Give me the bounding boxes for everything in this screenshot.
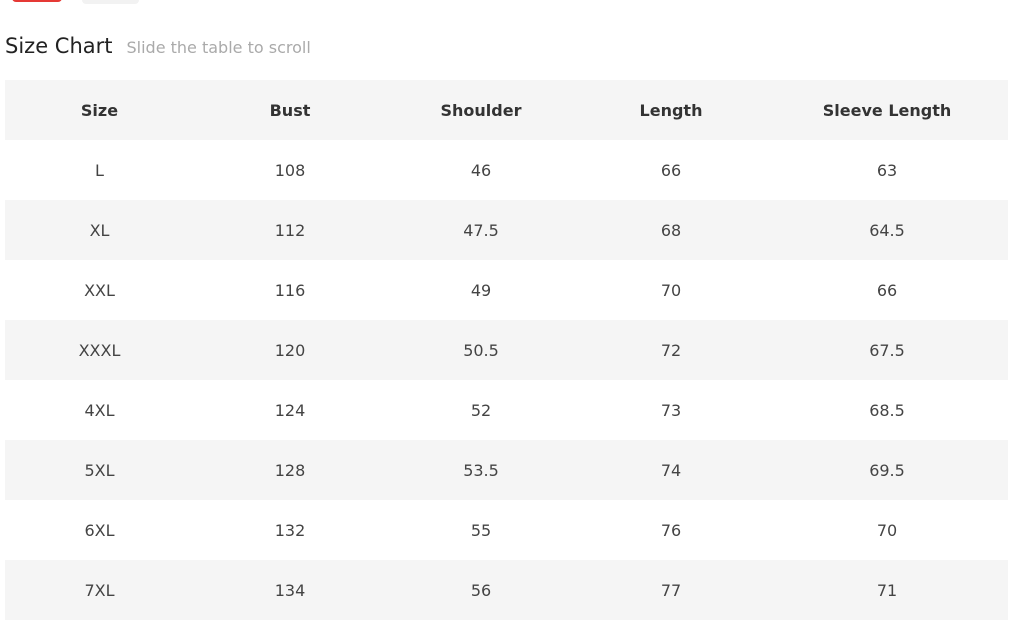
column-header: Shoulder	[440, 100, 522, 120]
table-cell: 74	[660, 460, 682, 480]
column-header: Sleeve Length	[822, 100, 952, 120]
table-cell: 73	[660, 400, 682, 420]
size-chart-table[interactable]: Size Bust Shoulder Length Sleeve Length L 108 4…	[5, 80, 1008, 620]
table-cell: 132	[274, 520, 306, 540]
table-row: 4XL 124 52 73 68.5	[5, 380, 1008, 440]
table-cell: L	[95, 160, 104, 180]
table-cell: 120	[274, 340, 306, 360]
table-cell: 128	[274, 460, 306, 480]
table-cell: 112	[274, 220, 306, 240]
table-row: 7XL 134 56 77 71	[5, 560, 1008, 620]
table-cell: 66	[876, 280, 898, 300]
table-cell: 66	[660, 160, 682, 180]
table-cell: 52	[470, 400, 492, 420]
table-cell: 55	[470, 520, 492, 540]
section-title: Size Chart	[5, 34, 113, 58]
table-cell: 7XL	[84, 580, 115, 600]
table-cell: 71	[876, 580, 898, 600]
table-header-row: Size Bust Shoulder Length Sleeve Length	[5, 80, 1008, 140]
table-row: 5XL 128 53.5 74 69.5	[5, 440, 1008, 500]
column-header: Size	[80, 100, 119, 120]
table-cell: 49	[470, 280, 492, 300]
size-chart-header: Size Chart Slide the table to scroll	[5, 34, 311, 58]
table-cell: 76	[660, 520, 682, 540]
table-cell: XXL	[84, 280, 115, 300]
table-cell: XXXL	[78, 340, 121, 360]
table-cell: 67.5	[869, 340, 905, 360]
table-cell: 56	[470, 580, 492, 600]
table-cell: 77	[660, 580, 682, 600]
table-row: XXXL 120 50.5 72 67.5	[5, 320, 1008, 380]
gray-button-partial[interactable]	[82, 0, 139, 4]
table-cell: 63	[876, 160, 898, 180]
table-cell: 46	[470, 160, 492, 180]
table-cell: 64.5	[869, 220, 905, 240]
table-cell: 124	[274, 400, 306, 420]
table-cell: 134	[274, 580, 306, 600]
table-cell: 72	[660, 340, 682, 360]
table-cell: 50.5	[463, 340, 499, 360]
table-cell: 47.5	[463, 220, 499, 240]
table-cell: 68	[660, 220, 682, 240]
red-button-partial[interactable]	[12, 0, 62, 2]
table-cell: 6XL	[84, 520, 115, 540]
table-row: XL 112 47.5 68 64.5	[5, 200, 1008, 260]
table-row: XXL 116 49 70 66	[5, 260, 1008, 320]
table-cell: 70	[876, 520, 898, 540]
table-cell: 70	[660, 280, 682, 300]
table-cell: 5XL	[84, 460, 115, 480]
column-header: Length	[639, 100, 703, 120]
table-cell: 68.5	[869, 400, 905, 420]
table-cell: XL	[89, 220, 110, 240]
table-cell: 53.5	[463, 460, 499, 480]
scroll-hint: Slide the table to scroll	[126, 38, 311, 57]
table-row: 6XL 132 55 76 70	[5, 500, 1008, 560]
table-cell: 4XL	[84, 400, 115, 420]
table-cell: 69.5	[869, 460, 905, 480]
table-row: L 108 46 66 63	[5, 140, 1008, 200]
column-header: Bust	[269, 100, 311, 120]
table-cell: 116	[274, 280, 306, 300]
table-cell: 108	[274, 160, 306, 180]
